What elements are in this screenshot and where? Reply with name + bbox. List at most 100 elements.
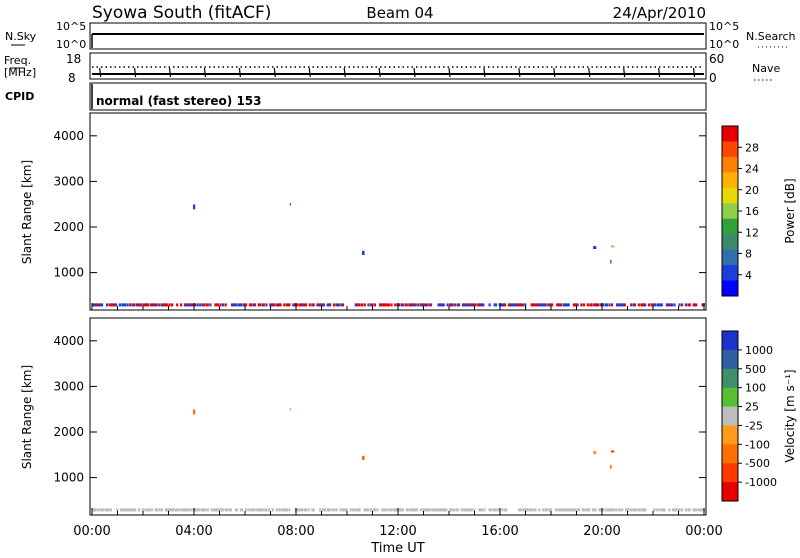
echo-cell	[590, 303, 593, 307]
echo-cell	[188, 303, 192, 307]
echo-cell	[97, 508, 100, 512]
echo-cell	[298, 303, 301, 307]
echo-cell	[665, 303, 668, 307]
echo-cell	[641, 303, 644, 307]
echo-cell	[386, 508, 389, 512]
echo-cell	[196, 508, 199, 512]
echo-cell	[283, 508, 286, 512]
echo-cell	[659, 303, 662, 307]
colorbar-tick-label: -25	[745, 419, 763, 432]
echo-cell	[651, 303, 654, 307]
echo-cell	[692, 303, 695, 307]
echo-cell	[450, 508, 453, 512]
echo-cell	[562, 508, 565, 512]
colorbar-block	[722, 126, 738, 142]
echo-cell	[507, 303, 510, 307]
echo-cell	[478, 303, 481, 307]
colorbar-block	[722, 141, 738, 158]
echo-cell	[670, 303, 674, 307]
echo-cell	[239, 508, 243, 512]
echo-cell	[440, 303, 443, 307]
echo-cell	[150, 508, 153, 512]
echo-cell	[494, 508, 498, 512]
echo-cell	[585, 508, 588, 512]
echo-cell	[132, 303, 135, 307]
echo-cell	[521, 303, 524, 307]
freq-frame	[89, 52, 707, 80]
echo-cell	[534, 303, 537, 307]
echo-cell	[515, 303, 518, 307]
echo-cell	[109, 303, 112, 307]
echo-cell	[219, 303, 222, 307]
echo-cell	[267, 508, 271, 512]
echo-cell	[653, 508, 656, 512]
echo-cell	[362, 455, 365, 460]
echo-cell	[567, 508, 570, 512]
freq-spike	[99, 67, 102, 78]
echo-cell	[163, 303, 166, 307]
echo-cell	[473, 508, 476, 512]
echo-cell	[588, 508, 591, 512]
echo-cell	[478, 508, 481, 512]
echo-cell	[599, 508, 602, 512]
echo-cell	[561, 508, 564, 512]
colorbar-block	[722, 280, 738, 297]
echo-cell	[687, 508, 690, 512]
echo-cell	[111, 303, 114, 307]
echo-cell	[548, 303, 551, 307]
echo-cell	[252, 303, 255, 307]
echo-cell	[429, 303, 433, 307]
colorbar-tick-label: 16	[745, 205, 759, 218]
echo-cell	[190, 508, 193, 512]
echo-cell	[371, 303, 374, 307]
echo-cell	[193, 204, 196, 210]
echo-cell	[410, 508, 413, 512]
freq-label-2: [MHz]	[4, 66, 36, 79]
echo-cell	[93, 508, 96, 512]
echo-cell	[186, 508, 189, 512]
echo-cell	[656, 303, 659, 307]
echo-cell	[586, 303, 589, 307]
echo-cell	[695, 303, 698, 307]
echo-cell	[162, 303, 165, 307]
freq-spike	[273, 67, 276, 78]
nsearch-tick-hi: 10^5	[709, 20, 739, 33]
echo-cell	[154, 303, 157, 307]
echo-cell	[275, 508, 278, 512]
echo-cell	[538, 303, 541, 307]
echo-cell	[473, 303, 476, 307]
echo-cell	[593, 508, 596, 512]
echo-cell	[653, 303, 656, 307]
echo-cell	[149, 303, 152, 307]
echo-cell	[195, 508, 198, 512]
echo-cell	[417, 303, 420, 307]
echo-cell	[423, 508, 426, 512]
echo-cell	[363, 303, 366, 307]
echo-cell	[644, 508, 647, 512]
echo-cell	[673, 303, 676, 307]
y-tick-label: 3000	[53, 174, 84, 188]
echo-cell	[548, 508, 551, 512]
echo-cell	[468, 303, 471, 307]
echo-cell	[695, 508, 698, 512]
echo-cell	[642, 508, 645, 512]
echo-cell	[190, 303, 193, 307]
echo-cell	[321, 508, 324, 512]
echo-cell	[503, 303, 506, 307]
echo-cell	[327, 508, 331, 512]
echo-cell	[172, 508, 175, 512]
echo-cell	[438, 508, 441, 512]
echo-cell	[187, 508, 190, 512]
echo-cell	[472, 303, 475, 307]
echo-cell	[250, 303, 253, 307]
echo-cell	[205, 303, 208, 307]
echo-cell	[297, 508, 300, 512]
echo-cell	[538, 508, 541, 512]
nsearch-label: N.Search	[746, 30, 796, 43]
echo-cell	[412, 303, 415, 307]
nsky-label: N.Sky	[5, 30, 37, 43]
echo-cell	[544, 303, 547, 307]
echo-cell	[292, 303, 295, 307]
echo-cell	[650, 303, 653, 307]
echo-cell	[168, 303, 171, 307]
